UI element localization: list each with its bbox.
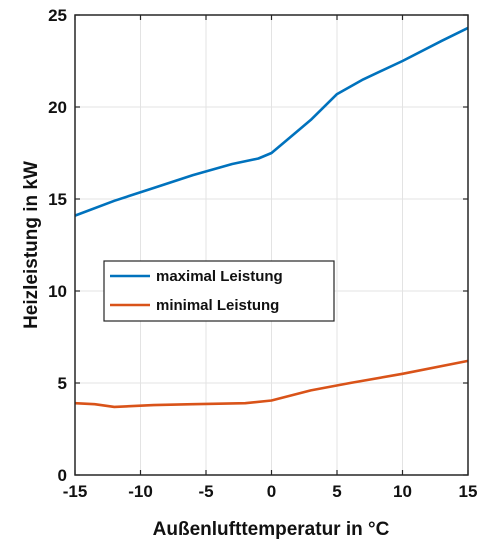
series-lines: [74, 26, 469, 409]
y-tick-label: 15: [48, 190, 67, 209]
x-tick-label: -15: [63, 482, 88, 501]
y-tick-label: 5: [58, 374, 67, 393]
x-tick-label: -5: [198, 482, 213, 501]
y-tick-label: 10: [48, 282, 67, 301]
legend-box: [103, 260, 335, 322]
y-tick-label: 20: [48, 98, 67, 117]
x-axis-title: Außenlufttemperatur in °C: [153, 519, 390, 540]
y-tick-label: 25: [48, 6, 67, 25]
x-tick-label: 0: [267, 482, 276, 501]
legend-label-maximal: maximal Leistung: [156, 268, 283, 285]
series-line-maximal: [74, 26, 469, 217]
x-tick-label: 10: [393, 482, 412, 501]
x-tick-label: 5: [332, 482, 341, 501]
y-tick-labels: 0 5 10 15 20 25: [48, 6, 67, 485]
x-tick-label: -10: [128, 482, 153, 501]
x-tick-label: 15: [459, 482, 478, 501]
y-axis-title: Heizleistung in kW: [21, 161, 42, 329]
x-tick-labels: -15 -10 -5 0 5 10 15: [63, 482, 478, 501]
legend: maximal Leistung minimal Leistung: [103, 260, 335, 322]
y-tick-label: 0: [58, 466, 67, 485]
plot-frame: [74, 14, 469, 476]
series-line-minimal: [74, 359, 469, 409]
legend-label-minimal: minimal Leistung: [156, 297, 279, 314]
